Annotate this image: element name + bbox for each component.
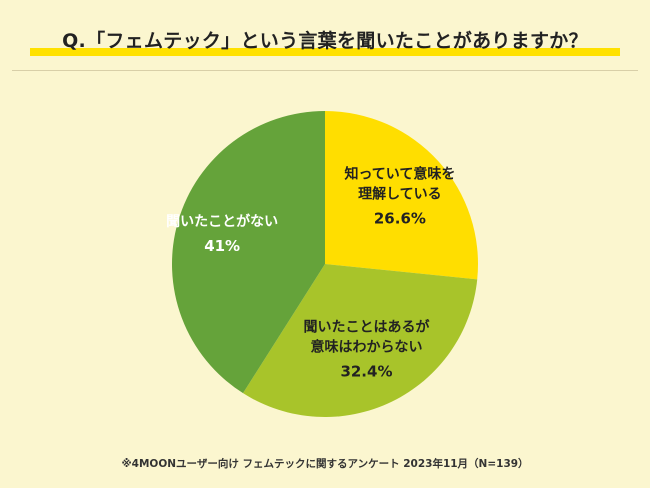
pie-slice-0 <box>325 111 478 280</box>
slice-value-1: 32.4% <box>340 362 392 380</box>
slice-label-0-line-0: 知っていて意味を <box>344 165 455 182</box>
slice-label-0-line-1: 理解している <box>358 185 442 202</box>
slice-value-0: 26.6% <box>374 209 426 227</box>
pie-slice-1 <box>243 264 478 417</box>
slice-value-2: 41% <box>204 237 240 255</box>
title-divider <box>12 70 638 71</box>
pie-slice-2 <box>172 111 325 394</box>
title-underline <box>30 48 620 56</box>
title-container: Q.「フェムテック」という言葉を聞いたことがありますか？ <box>0 26 650 53</box>
slice-label-1-line-0: 聞いたことはあるが <box>303 318 430 335</box>
page-title: Q.「フェムテック」という言葉を聞いたことがありますか？ <box>62 30 588 52</box>
slice-label-1-line-1: 意味はわからない <box>310 338 422 355</box>
slice-label-2-line-0: 聞いたことがない <box>166 213 278 230</box>
pie-slices <box>172 111 478 417</box>
survey-footnote: ※4MOONユーザー向け フェムテックに関するアンケート 2023年11月（N=… <box>121 458 529 470</box>
